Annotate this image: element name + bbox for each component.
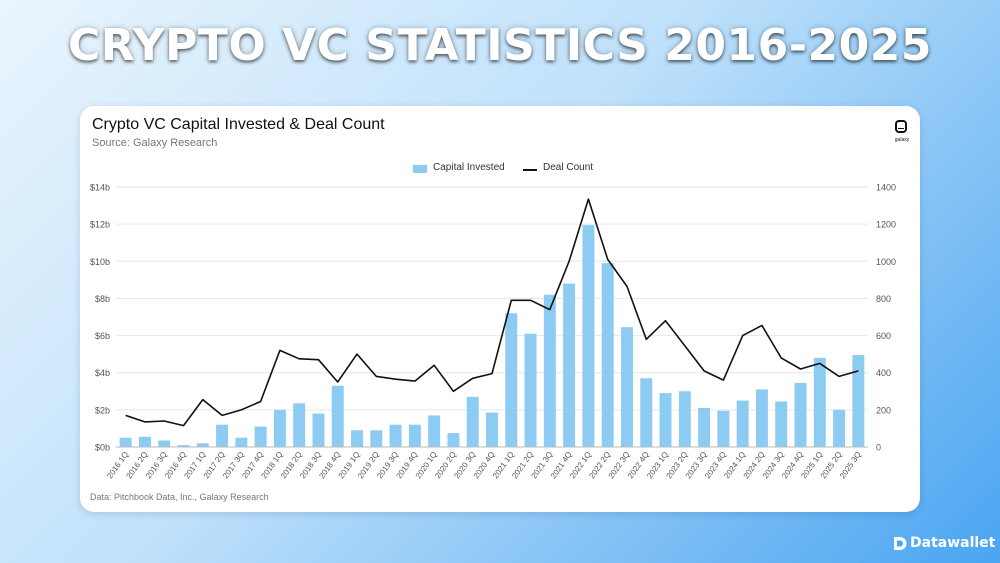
y-right-tick-label: 200	[876, 405, 891, 415]
y-right-tick-label: 1400	[876, 183, 896, 193]
legend-bar-swatch	[413, 165, 427, 173]
bar	[736, 400, 749, 447]
y-right-tick-label: 0	[876, 443, 881, 453]
galaxy-logo-icon	[895, 120, 907, 133]
banner-title: CRYPTO VC STATISTICS 2016-2025	[68, 20, 932, 71]
chart-title: Crypto VC Capital Invested & Deal Count	[92, 116, 385, 133]
galaxy-logo: galaxy	[890, 120, 916, 150]
bar	[216, 424, 229, 447]
bar	[659, 393, 672, 447]
legend-line-swatch	[523, 169, 537, 171]
y-left-tick-label: $0b	[95, 443, 110, 453]
bar	[833, 409, 846, 447]
bar	[620, 327, 633, 447]
bar	[543, 294, 556, 447]
galaxy-logo-text: galaxy	[894, 137, 910, 143]
deal-count-line	[125, 198, 859, 427]
bar	[640, 378, 653, 447]
bar	[466, 396, 479, 447]
bar	[235, 437, 248, 447]
y-right-tick-label: 600	[876, 331, 891, 341]
bar	[177, 445, 190, 447]
bar	[813, 357, 826, 447]
bar	[254, 426, 267, 447]
y-left-tick-label: $2b	[95, 405, 110, 415]
bar	[370, 430, 383, 447]
bar	[331, 385, 344, 447]
bar	[138, 436, 151, 447]
chart-subtitle: Source: Galaxy Research	[92, 137, 218, 149]
bar	[524, 333, 537, 447]
bar	[447, 433, 460, 447]
bar	[563, 283, 576, 447]
datawallet-label: Datawallet	[910, 535, 996, 551]
bar	[794, 382, 807, 447]
datawallet-logo-icon	[894, 537, 907, 550]
y-left-tick-label: $4b	[95, 368, 110, 378]
bar	[273, 409, 286, 447]
bar	[389, 424, 402, 447]
bar	[119, 437, 132, 447]
y-right-tick-label: 1200	[876, 220, 896, 230]
chart-plot: $0b $2b $4b $6b $8b $10b $12b $14b 0 200 400 600 800…	[90, 183, 896, 481]
y-left-tick-label: $8b	[95, 294, 110, 304]
bar	[312, 413, 325, 447]
bar	[582, 225, 595, 447]
y-left-tick-label: $10b	[90, 257, 110, 267]
y-left-tick-label: $6b	[95, 331, 110, 341]
bar	[505, 313, 518, 447]
bar	[698, 408, 711, 447]
bar	[717, 410, 730, 447]
bar	[775, 401, 788, 447]
y-right-tick-label: 1000	[876, 257, 896, 267]
chart-card: Crypto VC Capital Invested & Deal Count …	[80, 106, 920, 512]
y-right-tick-label: 800	[876, 294, 891, 304]
bar	[678, 391, 691, 447]
bar	[486, 412, 498, 447]
y-left-tick-label: $12b	[90, 220, 110, 230]
chart-footnote: Data: Pitchbook Data, Inc., Galaxy Resea…	[90, 492, 269, 502]
y-left-tick-label: $14b	[90, 183, 110, 193]
bar	[196, 443, 209, 447]
bar	[601, 263, 614, 447]
bar	[293, 403, 306, 447]
bar	[408, 424, 421, 447]
legend-label: Capital Invested	[433, 162, 505, 173]
bar	[158, 440, 171, 447]
bar	[428, 415, 441, 447]
bar	[852, 355, 865, 447]
y-right-tick-label: 400	[876, 368, 891, 378]
legend-label: Deal Count	[543, 162, 594, 173]
bar	[755, 389, 768, 447]
bar	[351, 430, 364, 447]
